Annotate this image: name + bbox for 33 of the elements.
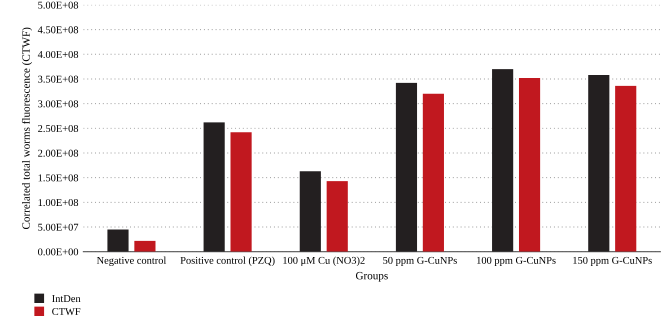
bar [107, 229, 129, 252]
y-tick-label: 4.00E+08 [38, 50, 78, 58]
x-tick-label: 150 ppm G-CuNPs [573, 256, 652, 266]
bar [615, 86, 636, 252]
bar [422, 94, 444, 252]
bar [492, 69, 514, 252]
bar [134, 240, 156, 252]
x-tick-label: 100 ppm G-CuNPs [477, 256, 556, 266]
y-tick-label: 5.00E+08 [38, 2, 78, 9]
x-axis-title: Groups [356, 272, 388, 282]
x-tick-label: 100 μM Cu (NO3)2 [283, 256, 365, 266]
legend-label: CTWF [52, 308, 80, 316]
bar [300, 171, 321, 252]
bar [396, 82, 418, 252]
y-tick-label: 3.50E+08 [38, 76, 78, 83]
y-tick-label: 5.00E+07 [38, 224, 78, 231]
y-tick-label: 4.50E+08 [38, 26, 78, 34]
bar [588, 75, 610, 252]
y-axis-title: Correlated total worms fluorescence (CTWF) [22, 28, 32, 230]
y-tick-label: 1.50E+08 [38, 174, 78, 182]
y-tick-label: 2.50E+08 [38, 124, 78, 132]
bar [230, 132, 252, 252]
y-tick-label: 3.00E+08 [38, 100, 78, 108]
y-tick-label: 1.00E+08 [38, 199, 78, 206]
bar [204, 122, 225, 252]
legend-label: IntDen [52, 295, 80, 302]
x-tick-label: Negative control [96, 256, 166, 266]
bar [326, 181, 348, 252]
y-tick-label: 0.00E+00 [38, 248, 78, 256]
x-tick-label: Positive control (PZQ) [180, 256, 275, 266]
bar [518, 78, 540, 252]
y-tick-label: 2.00E+08 [38, 150, 78, 157]
x-tick-label: 50 ppm G-CuNPs [383, 256, 457, 266]
